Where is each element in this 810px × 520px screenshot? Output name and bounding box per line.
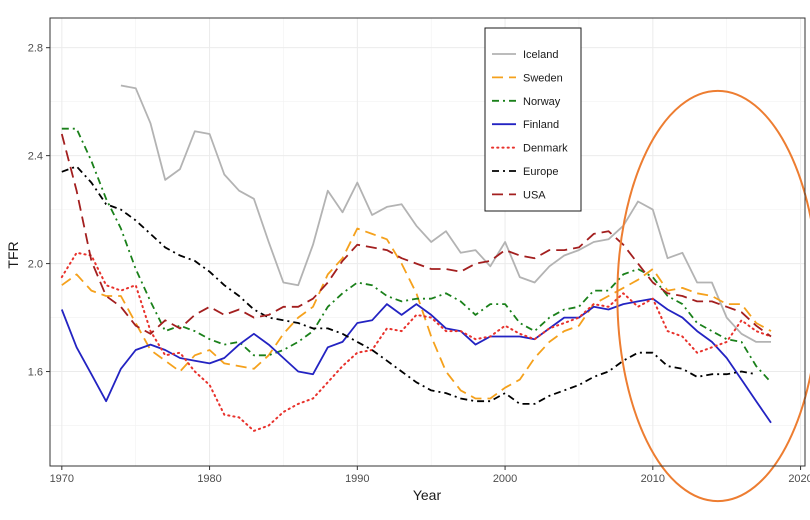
plot-background (50, 18, 805, 466)
legend-label-denmark: Denmark (523, 143, 568, 155)
legend-label-europe: Europe (523, 166, 558, 178)
series-lines (60, 84, 772, 432)
x-tick-label: 2010 (641, 473, 665, 485)
x-tick-label: 1990 (345, 473, 369, 485)
series-line-iceland (120, 84, 771, 343)
annotations (616, 89, 810, 503)
x-tick-label: 1970 (50, 473, 74, 485)
legend-label-usa: USA (523, 189, 546, 201)
y-tick-label: 2.0 (28, 259, 43, 271)
series-line-europe (61, 165, 757, 405)
axes: 1970 1980 1990 2000 2010 2020 1.6 2.0 2.4 2.8 (28, 43, 810, 485)
y-tick-label: 2.8 (28, 43, 43, 55)
series-line-denmark (60, 251, 772, 432)
legend-label-sweden: Sweden (523, 72, 563, 84)
y-axis-title: TFR (5, 241, 21, 268)
y-tick-label: 1.6 (28, 367, 43, 379)
plot-border (49, 17, 806, 467)
legend-label-iceland: Iceland (523, 49, 558, 61)
series-line-usa (60, 133, 772, 338)
y-tick-label: 2.4 (28, 151, 43, 163)
x-tick-label: 2020 (788, 473, 810, 485)
x-tick-label: 1980 (197, 473, 221, 485)
legend: Iceland Sweden Norway Finland Denmark Europe U… (484, 27, 582, 212)
highlight-ellipse (616, 89, 810, 503)
x-tick-label: 2000 (493, 473, 517, 485)
legend-label-finland: Finland (523, 119, 559, 131)
legend-box (484, 27, 582, 212)
x-axis-title: Year (413, 487, 442, 503)
series-line-norway (61, 127, 772, 383)
legend-label-norway: Norway (523, 96, 561, 108)
